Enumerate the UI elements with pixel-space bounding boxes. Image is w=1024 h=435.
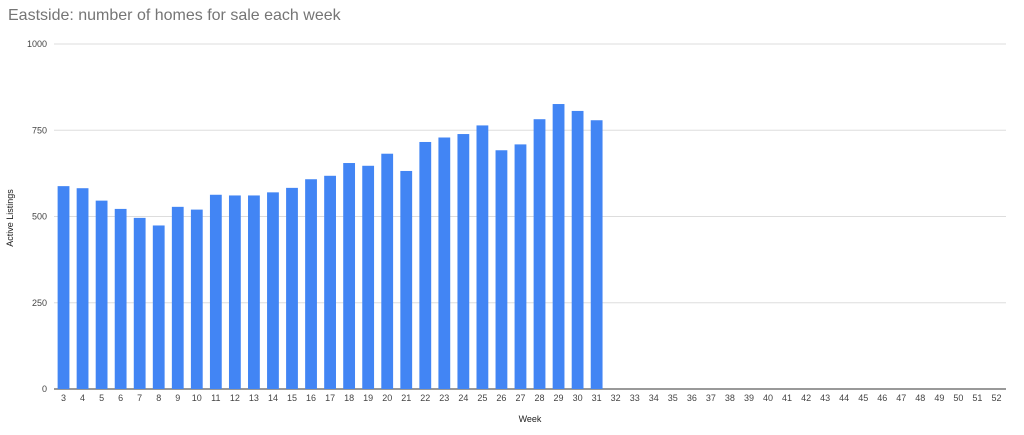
x-tick-label: 35 (668, 393, 678, 403)
bars (57, 104, 603, 390)
x-tick-labels: 3 4 5 6 7 8 9 10 11 12 13 14 15 16 17 18 19 20 21 22 23 24 25 2… (61, 393, 1001, 403)
x-axis-title: Week (519, 414, 542, 424)
y-tick-label: 0 (42, 384, 47, 394)
bar (209, 194, 222, 389)
gridlines (54, 43, 1006, 390)
bar (248, 195, 260, 389)
bar (571, 110, 584, 390)
x-tick-label: 46 (877, 393, 887, 403)
x-tick-label: 18 (344, 393, 354, 403)
x-tick-label: 26 (496, 393, 506, 403)
x-tick-label: 30 (573, 393, 583, 403)
bar (533, 119, 546, 390)
y-tick-label: 500 (32, 212, 47, 222)
x-tick-label: 11 (211, 393, 220, 403)
x-tick-label: 45 (858, 393, 868, 403)
x-tick-label: 42 (801, 393, 811, 403)
x-tick-label: 19 (363, 393, 373, 403)
x-tick-label: 3 (61, 393, 66, 403)
x-tick-label: 38 (725, 393, 735, 403)
y-tick-label: 750 (32, 125, 47, 135)
x-tick-label: 20 (382, 393, 392, 403)
bar (362, 165, 375, 389)
chart-title: Eastside: number of homes for sale each … (8, 7, 341, 24)
bar (343, 163, 356, 389)
x-tick-label: 29 (554, 393, 564, 403)
x-tick-label: 8 (156, 393, 161, 403)
x-tick-label: 5 (99, 393, 104, 403)
x-tick-label: 21 (401, 393, 411, 403)
x-tick-label: 40 (763, 393, 773, 403)
x-tick-label: 51 (972, 393, 982, 403)
x-tick-label: 48 (915, 393, 925, 403)
x-tick-label: 22 (420, 393, 430, 403)
x-tick-label: 23 (439, 393, 449, 403)
x-tick-label: 50 (953, 393, 963, 403)
bar (438, 137, 451, 389)
y-tick-labels: 0 250 500 750 1000 (27, 39, 47, 394)
x-tick-label: 25 (477, 393, 487, 403)
x-tick-label: 27 (515, 393, 525, 403)
bar (324, 175, 336, 389)
y-axis-title: Active Listings (5, 189, 15, 247)
bar (400, 170, 413, 389)
x-tick-label: 28 (535, 393, 545, 403)
x-tick-label: 49 (934, 393, 944, 403)
x-tick-label: 6 (118, 393, 123, 403)
bar (190, 209, 203, 389)
bar (381, 153, 394, 389)
x-tick-label: 24 (458, 393, 468, 403)
bar (114, 208, 127, 389)
bar (95, 200, 108, 389)
x-tick-label: 34 (649, 393, 659, 403)
x-tick-label: 14 (268, 393, 278, 403)
x-tick-label: 37 (706, 393, 716, 403)
bar (590, 120, 603, 390)
x-tick-label: 4 (80, 393, 85, 403)
bar (133, 217, 146, 389)
bar (495, 150, 508, 389)
bar (419, 141, 432, 389)
x-tick-label: 31 (592, 393, 602, 403)
x-tick-label: 15 (287, 393, 297, 403)
x-tick-label: 41 (782, 393, 792, 403)
x-tick-label: 47 (896, 393, 906, 403)
bar (552, 104, 565, 389)
bar (305, 179, 317, 389)
x-tick-label: 13 (249, 393, 259, 403)
x-tick-label: 16 (306, 393, 316, 403)
x-tick-label: 12 (230, 393, 240, 403)
bar (152, 225, 165, 389)
bar (476, 125, 489, 390)
x-tick-label: 10 (192, 393, 202, 403)
bar (171, 206, 184, 389)
x-tick-label: 17 (325, 393, 335, 403)
x-tick-label: 52 (991, 393, 1001, 403)
x-tick-label: 36 (687, 393, 697, 403)
x-tick-label: 39 (744, 393, 754, 403)
bar (228, 195, 241, 389)
y-tick-label: 250 (32, 298, 47, 308)
bar (457, 134, 470, 389)
x-tick-label: 32 (611, 393, 621, 403)
y-tick-label: 1000 (27, 39, 47, 49)
x-tick-label: 44 (839, 393, 849, 403)
bar (286, 187, 298, 389)
bar (267, 192, 279, 389)
x-tick-label: 9 (175, 393, 180, 403)
bar (76, 188, 89, 389)
x-tick-label: 33 (630, 393, 640, 403)
x-tick-label: 7 (137, 393, 142, 403)
bar (57, 186, 70, 389)
x-tick-label: 43 (820, 393, 830, 403)
bar (514, 144, 527, 389)
